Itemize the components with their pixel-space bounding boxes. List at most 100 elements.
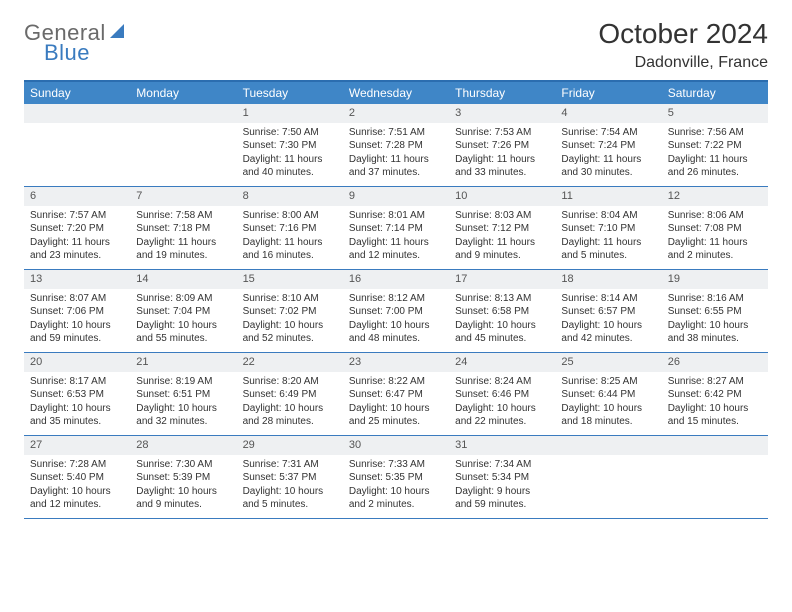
week-row: 27Sunrise: 7:28 AMSunset: 5:40 PMDayligh… (24, 436, 768, 519)
daylight: Daylight: 10 hours and 48 minutes. (349, 319, 443, 346)
day-number: 14 (130, 270, 236, 289)
day-cell: 4Sunrise: 7:54 AMSunset: 7:24 PMDaylight… (555, 104, 661, 186)
day-number: 2 (343, 104, 449, 123)
brand-logo: General Blue (24, 18, 124, 64)
day-number: 29 (237, 436, 343, 455)
sunset: Sunset: 7:16 PM (243, 222, 337, 236)
sunset: Sunset: 7:24 PM (561, 139, 655, 153)
daylight: Daylight: 10 hours and 12 minutes. (30, 485, 124, 512)
sunset: Sunset: 6:49 PM (243, 388, 337, 402)
day-body: Sunrise: 8:19 AMSunset: 6:51 PMDaylight:… (130, 372, 236, 435)
weekday-header: Sunday Monday Tuesday Wednesday Thursday… (24, 82, 768, 104)
day-body: Sunrise: 7:58 AMSunset: 7:18 PMDaylight:… (130, 206, 236, 269)
day-body: Sunrise: 7:50 AMSunset: 7:30 PMDaylight:… (237, 123, 343, 186)
sunset: Sunset: 6:53 PM (30, 388, 124, 402)
daylight: Daylight: 11 hours and 33 minutes. (455, 153, 549, 180)
day-number: 3 (449, 104, 555, 123)
dayhead-sun: Sunday (24, 82, 130, 104)
sunrise: Sunrise: 8:01 AM (349, 209, 443, 223)
sunrise: Sunrise: 8:20 AM (243, 375, 337, 389)
day-cell (130, 104, 236, 186)
day-body: Sunrise: 7:54 AMSunset: 7:24 PMDaylight:… (555, 123, 661, 186)
daylight: Daylight: 10 hours and 55 minutes. (136, 319, 230, 346)
sunset: Sunset: 7:12 PM (455, 222, 549, 236)
day-number (24, 104, 130, 123)
daylight: Daylight: 10 hours and 2 minutes. (349, 485, 443, 512)
day-body: Sunrise: 8:04 AMSunset: 7:10 PMDaylight:… (555, 206, 661, 269)
sunrise: Sunrise: 7:28 AM (30, 458, 124, 472)
day-number: 18 (555, 270, 661, 289)
day-body: Sunrise: 8:01 AMSunset: 7:14 PMDaylight:… (343, 206, 449, 269)
sunrise: Sunrise: 8:17 AM (30, 375, 124, 389)
sunset: Sunset: 7:30 PM (243, 139, 337, 153)
day-body: Sunrise: 7:34 AMSunset: 5:34 PMDaylight:… (449, 455, 555, 518)
day-number: 19 (662, 270, 768, 289)
day-body: Sunrise: 8:03 AMSunset: 7:12 PMDaylight:… (449, 206, 555, 269)
day-body: Sunrise: 7:31 AMSunset: 5:37 PMDaylight:… (237, 455, 343, 518)
sunrise: Sunrise: 7:34 AM (455, 458, 549, 472)
sunset: Sunset: 7:22 PM (668, 139, 762, 153)
daylight: Daylight: 10 hours and 25 minutes. (349, 402, 443, 429)
daylight: Daylight: 9 hours and 59 minutes. (455, 485, 549, 512)
sunrise: Sunrise: 8:24 AM (455, 375, 549, 389)
sunrise: Sunrise: 8:14 AM (561, 292, 655, 306)
day-number (555, 436, 661, 455)
day-cell: 12Sunrise: 8:06 AMSunset: 7:08 PMDayligh… (662, 187, 768, 269)
daylight: Daylight: 11 hours and 16 minutes. (243, 236, 337, 263)
sunset: Sunset: 7:18 PM (136, 222, 230, 236)
title-block: October 2024 Dadonville, France (598, 18, 768, 72)
sunset: Sunset: 6:44 PM (561, 388, 655, 402)
day-body: Sunrise: 8:20 AMSunset: 6:49 PMDaylight:… (237, 372, 343, 435)
sunset: Sunset: 7:04 PM (136, 305, 230, 319)
day-body: Sunrise: 8:13 AMSunset: 6:58 PMDaylight:… (449, 289, 555, 352)
day-number: 11 (555, 187, 661, 206)
daylight: Daylight: 10 hours and 9 minutes. (136, 485, 230, 512)
sunrise: Sunrise: 8:27 AM (668, 375, 762, 389)
day-cell: 10Sunrise: 8:03 AMSunset: 7:12 PMDayligh… (449, 187, 555, 269)
brand-line2: Blue (24, 42, 106, 64)
sunset: Sunset: 6:47 PM (349, 388, 443, 402)
day-cell: 23Sunrise: 8:22 AMSunset: 6:47 PMDayligh… (343, 353, 449, 435)
sunset: Sunset: 7:14 PM (349, 222, 443, 236)
day-number (130, 104, 236, 123)
day-number: 17 (449, 270, 555, 289)
daylight: Daylight: 11 hours and 2 minutes. (668, 236, 762, 263)
daylight: Daylight: 11 hours and 9 minutes. (455, 236, 549, 263)
day-body: Sunrise: 7:57 AMSunset: 7:20 PMDaylight:… (24, 206, 130, 269)
sunset: Sunset: 5:34 PM (455, 471, 549, 485)
day-cell: 2Sunrise: 7:51 AMSunset: 7:28 PMDaylight… (343, 104, 449, 186)
day-cell: 29Sunrise: 7:31 AMSunset: 5:37 PMDayligh… (237, 436, 343, 518)
sunset: Sunset: 7:06 PM (30, 305, 124, 319)
daylight: Daylight: 10 hours and 18 minutes. (561, 402, 655, 429)
sunrise: Sunrise: 7:54 AM (561, 126, 655, 140)
sunrise: Sunrise: 8:12 AM (349, 292, 443, 306)
sunset: Sunset: 6:51 PM (136, 388, 230, 402)
day-number: 8 (237, 187, 343, 206)
daylight: Daylight: 10 hours and 45 minutes. (455, 319, 549, 346)
sunrise: Sunrise: 8:19 AM (136, 375, 230, 389)
page: General Blue October 2024 Dadonville, Fr… (0, 0, 792, 519)
day-cell: 17Sunrise: 8:13 AMSunset: 6:58 PMDayligh… (449, 270, 555, 352)
sunrise: Sunrise: 7:58 AM (136, 209, 230, 223)
day-body: Sunrise: 7:28 AMSunset: 5:40 PMDaylight:… (24, 455, 130, 518)
day-body: Sunrise: 8:17 AMSunset: 6:53 PMDaylight:… (24, 372, 130, 435)
day-body: Sunrise: 7:53 AMSunset: 7:26 PMDaylight:… (449, 123, 555, 186)
sunset: Sunset: 5:35 PM (349, 471, 443, 485)
daylight: Daylight: 11 hours and 5 minutes. (561, 236, 655, 263)
day-cell (662, 436, 768, 518)
day-body: Sunrise: 8:24 AMSunset: 6:46 PMDaylight:… (449, 372, 555, 435)
day-cell: 30Sunrise: 7:33 AMSunset: 5:35 PMDayligh… (343, 436, 449, 518)
sunrise: Sunrise: 8:00 AM (243, 209, 337, 223)
daylight: Daylight: 10 hours and 15 minutes. (668, 402, 762, 429)
day-cell: 3Sunrise: 7:53 AMSunset: 7:26 PMDaylight… (449, 104, 555, 186)
day-body: Sunrise: 8:25 AMSunset: 6:44 PMDaylight:… (555, 372, 661, 435)
daylight: Daylight: 10 hours and 5 minutes. (243, 485, 337, 512)
daylight: Daylight: 10 hours and 42 minutes. (561, 319, 655, 346)
sunset: Sunset: 7:26 PM (455, 139, 549, 153)
sunrise: Sunrise: 7:30 AM (136, 458, 230, 472)
sunset: Sunset: 6:57 PM (561, 305, 655, 319)
daylight: Daylight: 11 hours and 26 minutes. (668, 153, 762, 180)
week-row: 20Sunrise: 8:17 AMSunset: 6:53 PMDayligh… (24, 353, 768, 436)
sunrise: Sunrise: 8:13 AM (455, 292, 549, 306)
day-body: Sunrise: 8:06 AMSunset: 7:08 PMDaylight:… (662, 206, 768, 269)
